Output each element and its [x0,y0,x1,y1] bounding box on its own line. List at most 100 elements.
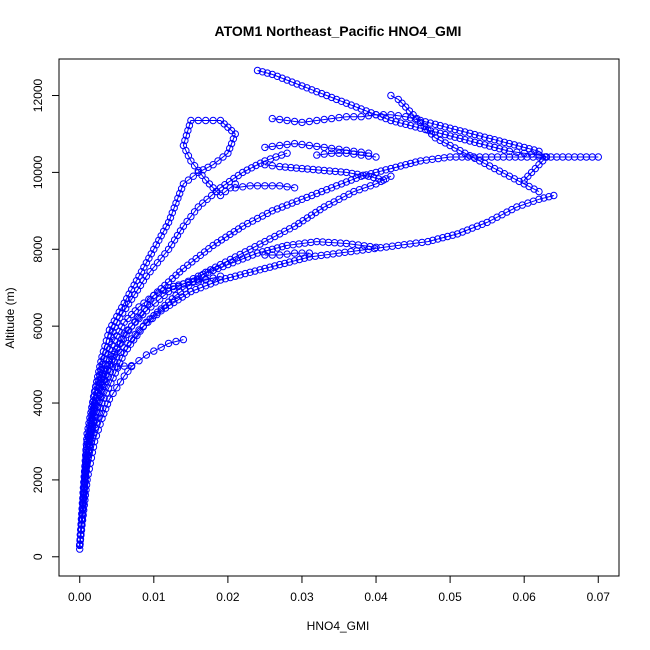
series-15 [231,182,299,192]
data-point [283,116,291,125]
data-point [130,281,138,289]
data-point [205,180,214,188]
data-point [194,166,203,175]
series-line [79,152,288,550]
data-point [337,180,346,188]
data-point [402,120,410,129]
data-point [443,232,452,241]
data-point [278,243,286,251]
data-point [424,237,432,246]
data-point [226,184,235,192]
data-point [241,269,249,278]
data-point [105,395,114,403]
data-point [202,176,210,184]
data-point [246,268,254,276]
data-point [261,264,269,273]
data-point [308,191,316,200]
data-point [434,235,442,243]
data-point [94,414,102,422]
data-point [490,143,499,152]
data-point [172,199,180,207]
data-point [104,331,112,340]
data-point [520,143,528,152]
data-point [88,415,97,423]
data-point [458,228,467,236]
data-point [219,153,227,161]
data-point [209,274,217,282]
x-tick-label: 0.00 [68,590,92,604]
data-point [100,409,108,418]
data-point [142,351,151,359]
data-point [456,127,464,135]
data-point [105,345,114,353]
data-point [441,123,449,131]
data-point [387,91,395,100]
data-point [293,80,301,88]
data-point [461,128,469,136]
data-point [405,107,414,115]
data-point [236,271,244,279]
data-point [169,282,178,291]
data-point [313,142,321,151]
data-point [524,172,532,180]
data-point [292,164,301,172]
data-point [416,118,425,127]
data-point [203,195,211,204]
data-point [276,115,284,124]
data-point [76,536,84,544]
x-tick-label: 0.02 [216,590,240,604]
data-point [298,118,306,127]
data-point [239,168,247,177]
data-point [287,163,295,172]
data-point [100,394,108,402]
data-point [226,144,234,153]
data-point [357,113,365,121]
y-axis-label: Altitude (m) [3,287,17,348]
data-point [468,224,476,232]
data-point [124,314,132,323]
data-point [520,149,528,157]
series-line [264,143,369,154]
data-point [106,368,115,376]
data-point [436,129,444,138]
data-point [189,172,198,180]
series-3 [76,237,380,549]
data-point [164,284,173,292]
data-point [261,143,269,152]
data-point [353,170,362,179]
data-point [157,343,165,351]
plot-area [76,66,602,553]
data-point [91,423,99,432]
data-point [184,176,193,184]
data-point [342,113,351,121]
data-point [135,303,143,311]
data-point [382,166,390,174]
data-point [104,350,112,358]
data-point [192,285,200,294]
data-point [177,185,186,193]
data-point [295,255,304,264]
data-point [453,230,462,238]
data-point [98,399,106,407]
data-point [202,116,210,125]
data-point [170,204,178,212]
data-point [535,147,543,156]
data-point [243,166,251,174]
data-point [183,217,191,226]
data-point [214,157,222,165]
data-point [318,187,326,196]
data-point [213,187,221,196]
series-11 [76,172,395,549]
data-point [96,363,104,371]
data-point [229,135,238,143]
data-point [140,299,148,307]
data-point [96,379,104,388]
series-14 [261,161,388,184]
series-17 [313,149,380,161]
data-point [525,145,533,153]
data-point [448,231,457,239]
data-point [288,78,296,86]
data-point [179,335,188,344]
data-point [337,97,346,106]
data-point [77,520,86,529]
